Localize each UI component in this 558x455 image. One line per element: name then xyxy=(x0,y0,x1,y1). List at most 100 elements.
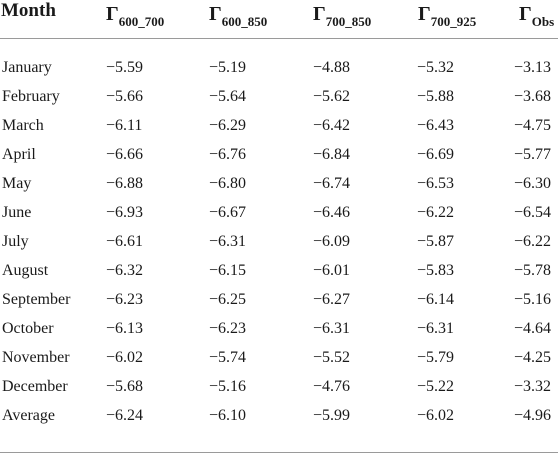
value-cell: −6.61 xyxy=(106,233,144,250)
value-cell: −6.67 xyxy=(209,204,247,221)
month-cell: Average xyxy=(2,407,55,424)
value-cell: −5.32 xyxy=(417,59,455,76)
table-row: June −6.93 −6.67 −6.46 −6.22 −6.54 xyxy=(0,198,558,227)
value-cell: −3.68 xyxy=(514,88,552,105)
header-gamma-700-925: Γ700_925 xyxy=(418,3,476,41)
value-cell: −6.43 xyxy=(417,117,455,134)
value-cell: −6.32 xyxy=(106,262,144,279)
value-cell: −6.93 xyxy=(106,204,144,221)
value-cell: −5.87 xyxy=(417,233,455,250)
table-row: February −5.66 −5.64 −5.62 −5.88 −3.68 xyxy=(0,82,558,111)
table-row: October −6.13 −6.23 −6.31 −6.31 −4.64 xyxy=(0,314,558,343)
header-subscript: Obs xyxy=(531,14,555,29)
table-row: September −6.23 −6.25 −6.27 −6.14 −5.16 xyxy=(0,285,558,314)
month-cell: June xyxy=(2,204,32,221)
value-cell: −6.14 xyxy=(417,291,455,308)
value-cell: −5.16 xyxy=(514,291,552,308)
value-cell: −6.74 xyxy=(313,175,351,192)
value-cell: −6.13 xyxy=(106,320,144,337)
header-month: Month xyxy=(1,0,56,21)
value-cell: −6.22 xyxy=(417,204,455,221)
value-cell: −5.16 xyxy=(209,378,247,395)
value-cell: −5.22 xyxy=(417,378,455,395)
value-cell: −6.84 xyxy=(313,146,351,163)
month-cell: July xyxy=(2,233,29,250)
value-cell: −6.02 xyxy=(106,349,144,366)
header-subscript: 600_700 xyxy=(118,14,165,29)
month-cell: December xyxy=(2,378,68,395)
month-cell: October xyxy=(2,320,54,337)
month-cell: September xyxy=(2,291,71,308)
header-symbol: Γ xyxy=(209,3,222,25)
header-gamma-700-850: Γ700_850 xyxy=(313,3,371,41)
value-cell: −4.96 xyxy=(514,407,552,424)
table-row: January −5.59 −5.19 −4.88 −5.32 −3.13 xyxy=(0,53,558,82)
value-cell: −5.79 xyxy=(417,349,455,366)
value-cell: −5.19 xyxy=(209,59,247,76)
value-cell: −6.29 xyxy=(209,117,247,134)
table-row: March −6.11 −6.29 −6.42 −6.43 −4.75 xyxy=(0,111,558,140)
value-cell: −6.11 xyxy=(106,117,143,134)
value-cell: −6.23 xyxy=(209,320,247,337)
header-gamma-600-700: Γ600_700 xyxy=(106,3,164,41)
value-cell: −5.74 xyxy=(209,349,247,366)
value-cell: −6.80 xyxy=(209,175,247,192)
header-symbol: Γ xyxy=(519,3,532,25)
header-gamma-600-850: Γ600_850 xyxy=(209,3,267,41)
table-row: November −6.02 −5.74 −5.52 −5.79 −4.25 xyxy=(0,343,558,372)
value-cell: −6.22 xyxy=(514,233,552,250)
month-cell: November xyxy=(2,349,70,366)
month-cell: August xyxy=(2,262,49,279)
value-cell: −5.66 xyxy=(106,88,144,105)
month-cell: January xyxy=(2,59,52,76)
value-cell: −6.69 xyxy=(417,146,455,163)
header-symbol: Γ xyxy=(106,3,119,25)
month-cell: April xyxy=(2,146,36,163)
month-cell: March xyxy=(2,117,44,134)
month-cell: May xyxy=(2,175,32,192)
table-row: May −6.88 −6.80 −6.74 −6.53 −6.30 xyxy=(0,169,558,198)
table-row: Average −6.24 −6.10 −5.99 −6.02 −4.96 xyxy=(0,401,558,430)
value-cell: −5.77 xyxy=(514,146,552,163)
value-cell: −5.68 xyxy=(106,378,144,395)
table-row: July −6.61 −6.31 −6.09 −5.87 −6.22 xyxy=(0,227,558,256)
value-cell: −4.25 xyxy=(514,349,552,366)
header-symbol: Γ xyxy=(418,3,431,25)
table-bottom-rule xyxy=(0,452,558,453)
value-cell: −6.15 xyxy=(209,262,247,279)
header-subscript: 600_850 xyxy=(221,14,268,29)
table-row: December −5.68 −5.16 −4.76 −5.22 −3.32 xyxy=(0,372,558,401)
value-cell: −5.78 xyxy=(514,262,552,279)
value-cell: −6.02 xyxy=(417,407,455,424)
value-cell: −5.99 xyxy=(313,407,351,424)
value-cell: −6.09 xyxy=(313,233,351,250)
value-cell: −5.59 xyxy=(106,59,144,76)
header-gamma-obs: ΓObs xyxy=(519,3,554,41)
value-cell: −6.42 xyxy=(313,117,351,134)
value-cell: −4.75 xyxy=(514,117,552,134)
value-cell: −6.30 xyxy=(514,175,552,192)
table-header-row: Month Γ600_700 Γ600_850 Γ700_850 Γ700_92… xyxy=(0,0,558,39)
value-cell: −5.52 xyxy=(313,349,351,366)
value-cell: −6.31 xyxy=(417,320,455,337)
value-cell: −5.88 xyxy=(417,88,455,105)
value-cell: −5.83 xyxy=(417,262,455,279)
value-cell: −6.53 xyxy=(417,175,455,192)
value-cell: −6.25 xyxy=(209,291,247,308)
table-row: August −6.32 −6.15 −6.01 −5.83 −5.78 xyxy=(0,256,558,285)
value-cell: −6.66 xyxy=(106,146,144,163)
value-cell: −6.27 xyxy=(313,291,351,308)
value-cell: −6.31 xyxy=(209,233,247,250)
table-body: January −5.59 −5.19 −4.88 −5.32 −3.13 February… xyxy=(0,53,558,430)
value-cell: −6.46 xyxy=(313,204,351,221)
header-subscript: 700_925 xyxy=(430,14,477,29)
value-cell: −4.64 xyxy=(514,320,552,337)
value-cell: −6.88 xyxy=(106,175,144,192)
value-cell: −3.32 xyxy=(514,378,552,395)
value-cell: −6.54 xyxy=(514,204,552,221)
value-cell: −4.76 xyxy=(313,378,351,395)
header-symbol: Γ xyxy=(313,3,326,25)
header-subscript: 700_850 xyxy=(325,14,372,29)
value-cell: −6.31 xyxy=(313,320,351,337)
